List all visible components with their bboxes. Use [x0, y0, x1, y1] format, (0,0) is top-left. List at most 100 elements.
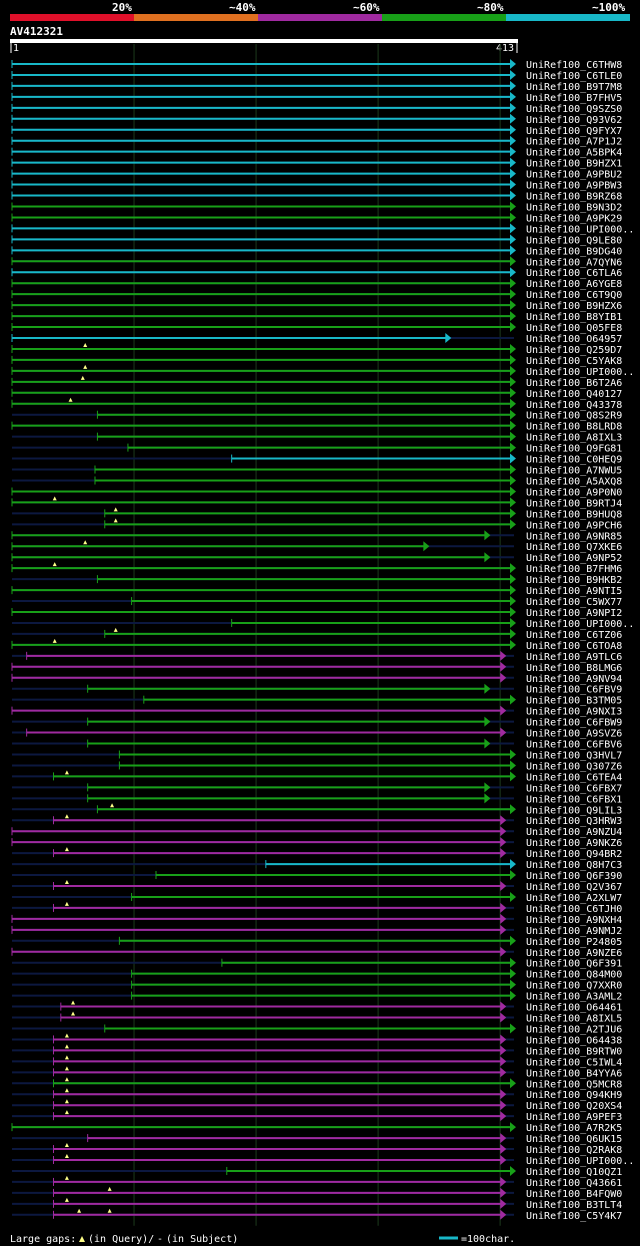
hit-label[interactable]: UniRef100_B8LMG6	[526, 663, 622, 674]
hit-row[interactable]: UniRef100_A9NMJ2	[11, 924, 622, 937]
hit-label[interactable]: UniRef100_Q8S2R9	[526, 411, 622, 422]
hit-label[interactable]: UniRef100_Q43378	[526, 400, 622, 411]
hit-row[interactable]: UniRef100_Q40127	[11, 387, 622, 400]
hit-row[interactable]: UniRef100_A9NV94	[11, 672, 622, 685]
hit-row[interactable]: UniRef100_A9SVZ6	[12, 727, 622, 740]
hit-label[interactable]: UniRef100_Q94BR2	[526, 849, 622, 860]
hit-row[interactable]: UniRef100_A9PEF3	[12, 1110, 622, 1123]
hit-row[interactable]: UniRef100_UPI000..	[12, 617, 634, 630]
hit-row[interactable]: UniRef100_Q2V367	[12, 880, 622, 893]
hit-row[interactable]: UniRef100_Q43378	[11, 397, 622, 411]
hit-label[interactable]: UniRef100_A8IXL5	[526, 1014, 622, 1025]
hit-label[interactable]: UniRef100_A9NMJ2	[526, 926, 622, 937]
hit-row[interactable]: UniRef100_B9T7M8	[11, 80, 622, 93]
hit-label[interactable]: UniRef100_UPI000..	[526, 1156, 634, 1167]
hit-label[interactable]: UniRef100_A5BPK4	[526, 148, 622, 159]
hit-row[interactable]: UniRef100_P24805	[12, 935, 622, 948]
hit-label[interactable]: UniRef100_Q9LIL3	[526, 805, 622, 816]
hit-row[interactable]: UniRef100_A8IXL3	[12, 431, 622, 444]
hit-label[interactable]: UniRef100_B9HKB2	[526, 575, 622, 586]
hit-row[interactable]: UniRef100_Q94BR2	[12, 847, 622, 860]
hit-row[interactable]: UniRef100_A9P0N0	[11, 486, 622, 498]
hit-label[interactable]: UniRef100_A9TLC6	[526, 652, 622, 663]
hit-row[interactable]: UniRef100_Q8S2R9	[12, 409, 622, 422]
hit-row[interactable]: UniRef100_C5WX77	[12, 596, 622, 608]
hit-row[interactable]: UniRef100_B7FHV5	[11, 91, 622, 104]
hit-label[interactable]: UniRef100_A9NV94	[526, 674, 622, 685]
hit-label[interactable]: UniRef100_Q7XXR0	[526, 981, 622, 992]
hit-row[interactable]: UniRef100_A7P1J2	[11, 135, 622, 148]
hit-row[interactable]: UniRef100_C6TLE0	[11, 69, 622, 82]
hit-label[interactable]: UniRef100_B8YIB1	[526, 312, 622, 323]
hit-label[interactable]: UniRef100_C6T9Q0	[526, 290, 622, 301]
hit-row[interactable]: UniRef100_A9NXH4	[11, 913, 622, 926]
hit-label[interactable]: UniRef100_B9RTW0	[526, 1046, 622, 1057]
hit-row[interactable]: UniRef100_B9RZ68	[11, 190, 622, 203]
hit-label[interactable]: UniRef100_B9DG40	[526, 246, 622, 257]
hit-label[interactable]: UniRef100_B9RTJ4	[526, 498, 622, 509]
hit-label[interactable]: UniRef100_Q40127	[526, 389, 622, 400]
hit-label[interactable]: UniRef100_A9NXH4	[526, 915, 622, 926]
hit-row[interactable]: UniRef100_B4FQW0	[12, 1186, 622, 1200]
hit-label[interactable]: UniRef100_Q9FYX7	[526, 126, 622, 137]
hit-row[interactable]: UniRef100_A9NZU4	[11, 826, 622, 838]
hit-label[interactable]: UniRef100_A9NZU4	[526, 827, 622, 838]
hit-row[interactable]: UniRef100_UPI000..	[11, 223, 634, 235]
hit-row[interactable]: UniRef100_Q3HVL7	[12, 749, 622, 761]
hit-row[interactable]: UniRef100_C5IWL4	[12, 1055, 622, 1068]
hit-row[interactable]: UniRef100_A9NPI2	[11, 607, 622, 619]
hit-label[interactable]: UniRef100_Q2V367	[526, 882, 622, 893]
hit-row[interactable]: UniRef100_B9HKB2	[12, 574, 622, 586]
hit-label[interactable]: UniRef100_A9PK29	[526, 213, 622, 224]
hit-row[interactable]: UniRef100_O64957	[11, 333, 622, 345]
hit-row[interactable]: UniRef100_B3TLT4	[12, 1197, 622, 1211]
hit-label[interactable]: UniRef100_C6TLE0	[526, 71, 622, 82]
hit-label[interactable]: UniRef100_Q94KH9	[526, 1090, 622, 1101]
hit-label[interactable]: UniRef100_Q307Z6	[526, 761, 622, 772]
hit-row[interactable]: UniRef100_A3AML2	[12, 990, 622, 1003]
hit-row[interactable]: UniRef100_Q94KH9	[12, 1088, 622, 1101]
hit-label[interactable]: UniRef100_Q9LE80	[526, 235, 622, 246]
hit-label[interactable]: UniRef100_A2XLW7	[526, 893, 622, 904]
hit-label[interactable]: UniRef100_Q3HRW3	[526, 816, 622, 827]
hit-label[interactable]: UniRef100_UPI000..	[526, 224, 634, 235]
hit-label[interactable]: UniRef100_A5AXQ8	[526, 476, 622, 487]
hit-row[interactable]: UniRef100_B6T2A6	[11, 375, 622, 389]
hit-label[interactable]: UniRef100_B9HZX6	[526, 301, 622, 312]
hit-row[interactable]: UniRef100_A7NWU5	[12, 464, 622, 477]
hit-label[interactable]: UniRef100_A9NTI5	[526, 586, 622, 597]
hit-label[interactable]: UniRef100_B7FHV5	[526, 93, 622, 104]
hit-row[interactable]: UniRef100_A2TJU6	[12, 1023, 622, 1035]
hit-label[interactable]: UniRef100_A9PBW3	[526, 181, 622, 192]
hit-row[interactable]: UniRef100_C0HEQ9	[12, 453, 622, 466]
hit-label[interactable]: UniRef100_C6TJH0	[526, 904, 622, 915]
hit-label[interactable]: UniRef100_O64438	[526, 1035, 622, 1046]
hit-row[interactable]: UniRef100_Q84M00	[12, 968, 622, 981]
hit-label[interactable]: UniRef100_Q8H7C3	[526, 860, 622, 871]
hit-row[interactable]: UniRef100_C5YAK8	[11, 354, 622, 367]
hit-label[interactable]: UniRef100_A2TJU6	[526, 1024, 622, 1035]
hit-label[interactable]: UniRef100_Q6F391	[526, 959, 622, 970]
hit-row[interactable]: UniRef100_A9TLC6	[12, 650, 622, 663]
hit-label[interactable]: UniRef100_Q93V62	[526, 115, 622, 126]
hit-label[interactable]: UniRef100_C6FBX7	[526, 783, 622, 794]
hit-label[interactable]: UniRef100_A9NZE6	[526, 948, 622, 959]
hit-row[interactable]: UniRef100_C6TLA6	[11, 267, 622, 279]
hit-label[interactable]: UniRef100_C6TEA4	[526, 772, 622, 783]
hit-row[interactable]: UniRef100_B9DG40	[11, 245, 622, 257]
hit-row[interactable]: UniRef100_C5Y4K7	[12, 1208, 622, 1222]
hit-row[interactable]: UniRef100_Q5MCR8	[12, 1077, 622, 1090]
hit-row[interactable]: UniRef100_C6FBV9	[12, 683, 622, 696]
hit-label[interactable]: UniRef100_A7P1J2	[526, 137, 622, 148]
hit-row[interactable]: UniRef100_Q20XS4	[12, 1099, 622, 1112]
hit-label[interactable]: UniRef100_C6FBW9	[526, 718, 622, 729]
hit-row[interactable]: UniRef100_C6TEA4	[12, 770, 622, 783]
hit-row[interactable]: UniRef100_C6FBW9	[12, 716, 622, 729]
hit-label[interactable]: UniRef100_C6THW8	[526, 60, 622, 71]
hit-label[interactable]: UniRef100_A7QYN6	[526, 257, 622, 268]
hit-label[interactable]: UniRef100_B8LRD8	[526, 422, 622, 433]
hit-label[interactable]: UniRef100_B4FQW0	[526, 1189, 622, 1200]
hit-label[interactable]: UniRef100_B9T7M8	[526, 82, 622, 93]
hit-row[interactable]: UniRef100_B8YIB1	[11, 311, 622, 323]
hit-row[interactable]: UniRef100_A9PBU2	[11, 168, 622, 181]
